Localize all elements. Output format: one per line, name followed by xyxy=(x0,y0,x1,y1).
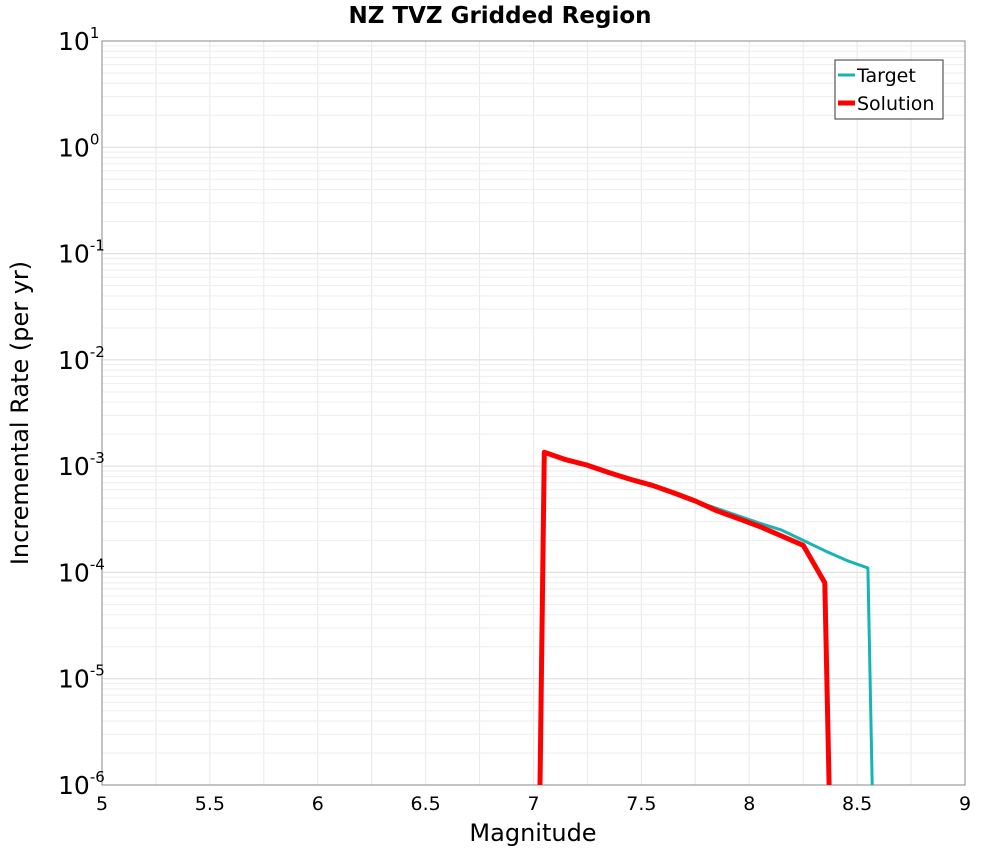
legend-label-solution: Solution xyxy=(857,93,934,115)
legend-label-target: Target xyxy=(856,65,916,87)
series-line-target xyxy=(543,450,874,786)
x-tick-label: 8 xyxy=(743,793,755,815)
x-tick-label: 6.5 xyxy=(411,793,441,815)
x-tick-label: 5.5 xyxy=(195,793,225,815)
x-tick-labels: 5 5.5 6 6.5 7 7.5 8 8.5 9 xyxy=(96,793,971,815)
y-tick-label: 10-6 xyxy=(58,768,105,800)
x-tick-label: 7.5 xyxy=(626,793,656,815)
series-line-solution xyxy=(537,449,832,786)
y-tick-label: 10-3 xyxy=(58,449,105,481)
plot-frame xyxy=(101,40,966,786)
x-tick-label: 8.5 xyxy=(842,793,872,815)
x-tick-label: 9 xyxy=(959,793,971,815)
x-axis-label: Magnitude xyxy=(469,819,596,847)
y-tick-labels: 101 100 10-1 10-2 10-3 10-4 10-5 10-6 xyxy=(58,24,105,800)
y-axis-label: Incremental Rate (per yr) xyxy=(6,261,34,565)
x-tick-label: 7 xyxy=(527,793,539,815)
series-lines xyxy=(537,449,874,786)
grid xyxy=(101,41,966,786)
y-tick-label: 10-2 xyxy=(58,343,105,375)
y-tick-label: 10-5 xyxy=(58,662,105,694)
y-tick-label: 10-1 xyxy=(58,237,105,269)
chart-title: NZ TVZ Gridded Region xyxy=(348,3,651,29)
legend: Target Solution xyxy=(834,59,944,120)
x-tick-label: 6 xyxy=(312,793,324,815)
y-tick-label: 100 xyxy=(58,130,99,162)
y-tick-label: 101 xyxy=(58,24,99,56)
y-tick-label: 10-4 xyxy=(58,555,105,587)
x-tick-label: 5 xyxy=(96,793,108,815)
legend-box xyxy=(834,59,944,120)
